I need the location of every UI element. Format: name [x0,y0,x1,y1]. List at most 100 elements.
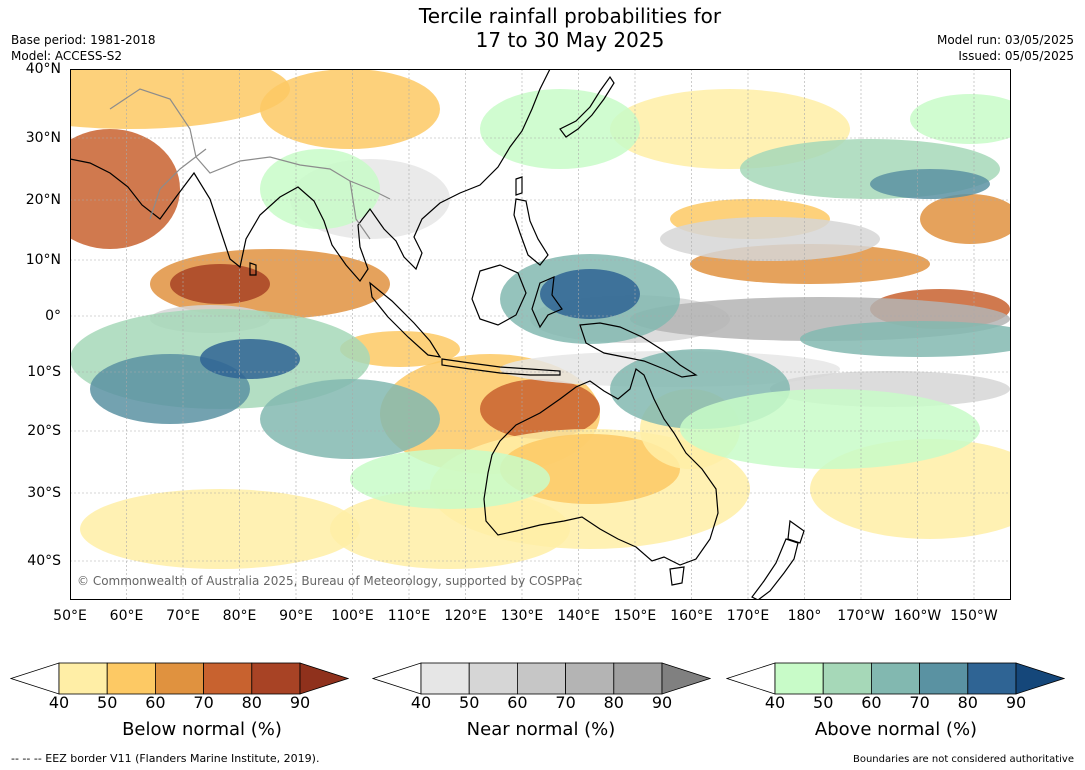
model-name: Model: ACCESS-S2 [11,49,123,63]
colorbar-tick: 40 [48,693,70,712]
lon-label: 170°E [726,608,770,624]
map-border [70,69,1011,600]
colorbar-segment [967,662,1017,695]
lon-label: 140°E [557,608,600,624]
colorbar-segment [468,662,518,695]
colorbar-tick: 80 [603,693,624,712]
probability-region [90,354,250,424]
colorbar-tick: 50 [97,693,118,712]
model-run: Model run: 03/05/2025 [936,33,1074,47]
colorbar-tick: 90 [289,693,311,712]
copyright-notice: © Commonwealth of Australia 2025, Bureau… [77,574,583,588]
colorbar-segment [154,662,204,695]
colorbar-segment [919,662,969,695]
colorbar-segment [870,662,920,695]
taiwan [515,176,523,196]
colorbar-tick: 60 [861,693,882,712]
colorbar [372,662,711,695]
java [441,358,561,376]
lat-label: 40°N [25,61,61,77]
probability-region [330,489,570,569]
probability-region [800,321,1011,357]
probability-region [870,169,990,199]
colorbar-segment [822,662,872,695]
colorbar-underflow [10,662,60,695]
lat-label: 10°S [27,364,61,380]
philippines [513,198,549,266]
probability-region [260,379,440,459]
probability-region [920,194,1011,244]
colorbar-title: Below normal (%) [122,719,282,740]
lon-label: 160°E [670,608,713,624]
probability-region [260,69,440,149]
tasmania [669,566,685,586]
colorbar-tick: 70 [555,693,576,712]
sri-lanka [249,262,257,276]
lon-label: 60°E [109,608,144,624]
lon-label: 170°W [837,608,885,624]
political-borders [109,88,391,240]
new-guinea [579,322,698,378]
probability-region [480,379,600,439]
probability-region [680,389,980,469]
lat-label: 10°N [25,252,61,268]
colorbar-segment [203,662,253,695]
colorbar-title: Above normal (%) [814,719,978,740]
probability-region [80,489,360,569]
colorbar-tick: 90 [651,693,673,712]
meta-left: Base period: 1981-2018 Model: ACCESS-S2 [11,32,156,64]
lat-label: 20°S [27,423,61,439]
australia-landmass [483,368,719,566]
colorbar-segment [58,662,108,695]
colorbar-tick: 60 [145,693,166,712]
colorbar-tick: 80 [957,693,978,712]
probability-region [170,264,270,304]
colorbar-segment [420,662,470,695]
issued-date: Issued: 05/05/2025 [958,49,1074,63]
colorbar-tick: 80 [241,693,262,712]
colorbar-overflow [661,662,711,695]
colorbar-tick: 50 [813,693,834,712]
probability-region [540,269,640,319]
colorbar-tick: 90 [1005,693,1027,712]
colorbar-overflow [1015,662,1065,695]
new-zealand [751,519,805,600]
colorbar-tick: 40 [764,693,786,712]
colorbar-tick: 50 [459,693,480,712]
colorbar-segment [565,662,615,695]
colorbar-tick: 40 [410,693,432,712]
lon-label: 80°E [222,608,257,624]
colorbar-title: Near normal (%) [466,719,616,740]
colorbar-segment [251,662,301,695]
lon-label: 110°E [387,608,431,624]
lat-label: 30°N [25,130,61,146]
lon-label: 180° [787,608,822,624]
colorbar-tick: 60 [507,693,528,712]
borneo [471,264,527,326]
title-line-2: 17 to 30 May 2025 [475,28,665,52]
colorbar-overflow [299,662,349,695]
colorbar-tick: 70 [909,693,930,712]
colorbar [726,662,1065,695]
probability-region [350,449,550,509]
colorbar-segment [516,662,566,695]
probability-region [660,217,880,261]
lon-label: 90°E [279,608,313,624]
lon-label: 50°E [53,608,87,624]
chart-title: Tercile rainfall probabilities for 17 to… [0,4,1085,52]
lon-label: 150°E [613,608,657,624]
probability-fields [70,69,1011,569]
boundaries-disclaimer: Boundaries are not considered authoritat… [852,754,1074,765]
colorbar-underflow [726,662,776,695]
probability-region [70,69,290,129]
sulawesi [531,276,563,329]
lat-label: 0° [45,308,61,324]
lat-label: 30°S [27,485,61,501]
probability-map [70,69,1011,600]
lon-label: 150°W [950,608,998,624]
sumatra [369,281,442,358]
japan [559,75,615,138]
eez-border-note: -- -- -- EEZ border V11 (Flanders Marine… [11,752,320,765]
lat-label: 40°S [27,553,61,569]
colorbar-segment [613,662,663,695]
